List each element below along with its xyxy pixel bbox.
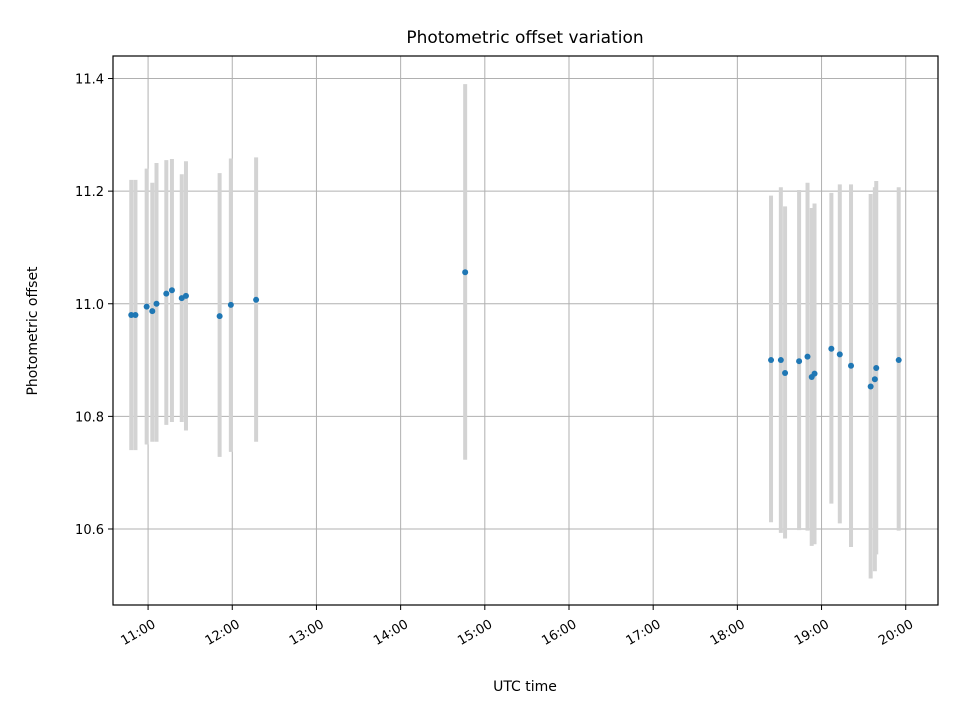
data-point: [871, 376, 878, 383]
y-tick-label: 10.8: [75, 410, 104, 425]
x-tick-label: 16:00: [539, 617, 579, 649]
data-point: [836, 351, 843, 358]
plot-frame: [112, 55, 939, 606]
data-point: [132, 312, 139, 319]
data-point: [895, 357, 902, 364]
data-point: [828, 345, 835, 352]
data-point: [143, 303, 150, 310]
x-tick-label: 20:00: [876, 617, 916, 649]
data-point: [462, 269, 469, 276]
data-point: [227, 301, 234, 308]
x-tick-label: 13:00: [287, 617, 327, 649]
y-axis-ticks: 10.6 10.8 11.0 11.2 11.4: [75, 73, 113, 538]
x-tick-label: 14:00: [371, 617, 411, 649]
x-axis-label: UTC time: [493, 679, 557, 695]
x-tick-label: 17:00: [624, 617, 664, 649]
x-tick-label: 15:00: [455, 617, 495, 649]
data-point: [216, 313, 223, 320]
data-point: [782, 370, 789, 377]
y-axis-label: Photometric offset: [25, 266, 41, 396]
x-tick-label: 18:00: [708, 617, 748, 649]
data-points: [128, 269, 902, 390]
chart-title: Photometric offset variation: [406, 28, 643, 48]
y-tick-label: 10.6: [75, 523, 104, 538]
data-point: [153, 300, 160, 307]
data-point: [867, 383, 874, 390]
data-point: [182, 292, 189, 299]
x-tick-label: 19:00: [792, 617, 832, 649]
error-bars: [129, 84, 901, 579]
data-point: [873, 364, 880, 371]
data-point: [128, 312, 135, 319]
data-point: [848, 362, 855, 369]
x-axis-ticks: 11:00 12:00 13:00 14:00 15:00 16:00 17:00 18:00…: [119, 605, 916, 649]
data-point: [163, 290, 170, 297]
data-point: [149, 308, 156, 315]
y-tick-label: 11.2: [75, 185, 104, 200]
y-tick-label: 11.4: [75, 73, 104, 88]
x-tick-label: 11:00: [119, 617, 159, 649]
y-tick-label: 11.0: [75, 298, 104, 313]
data-point: [253, 296, 260, 303]
data-point: [804, 353, 811, 360]
data-point: [811, 370, 818, 377]
data-point: [777, 357, 784, 364]
data-point: [168, 287, 175, 294]
data-point: [768, 357, 775, 364]
data-point: [796, 358, 803, 365]
x-tick-label: 12:00: [203, 617, 243, 649]
